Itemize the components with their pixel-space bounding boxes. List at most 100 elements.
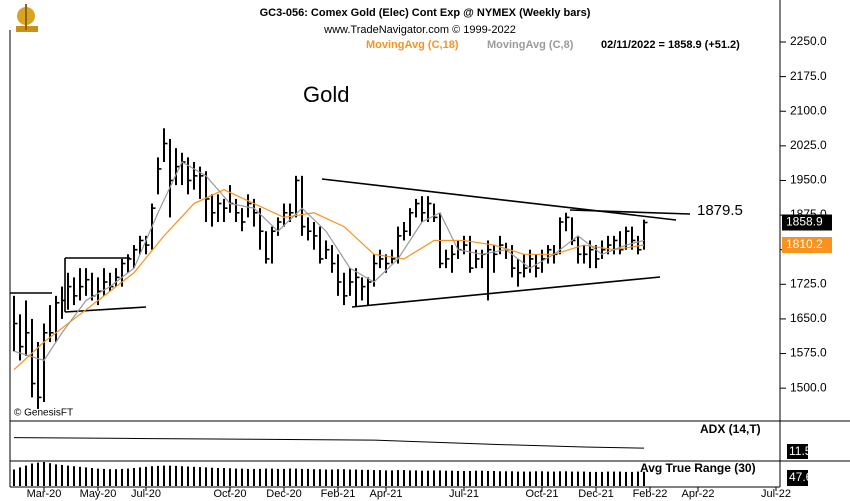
atr-bar <box>211 467 213 486</box>
x-tick-label: Feb-22 <box>633 488 668 500</box>
atr-bar <box>61 465 63 486</box>
credit: © GenesisFT <box>14 408 73 419</box>
adx-value: 11.56 <box>789 444 818 458</box>
atr-bar <box>619 471 621 486</box>
atr-bar <box>289 468 291 486</box>
atr-bar <box>115 469 117 486</box>
atr-bar <box>193 466 195 486</box>
atr-bar <box>217 468 219 486</box>
y-tick-label: 2175.0 <box>790 69 827 83</box>
y-tick-label: 2025.0 <box>790 138 827 152</box>
atr-bar <box>277 468 279 486</box>
y-tick-label: 1650.0 <box>790 311 827 325</box>
atr-bar <box>241 468 243 486</box>
atr-bar <box>97 468 99 486</box>
chart-title: GC3-056: Comex Gold (Elec) Cont Exp @ NY… <box>260 7 591 19</box>
x-tick-label: Oct-20 <box>213 488 246 500</box>
atr-bar <box>445 470 447 486</box>
atr-bar <box>205 467 207 486</box>
atr-bar <box>511 471 513 486</box>
adx-line <box>13 437 645 449</box>
status-readout: 02/11/2022 = 1858.9 (+51.2) <box>601 39 740 51</box>
ma-price-label: 1810.2 <box>786 237 823 251</box>
atr-bar <box>571 471 573 486</box>
atr-bar <box>463 471 465 486</box>
atr-bar <box>79 466 81 486</box>
legend-entry: MovingAvg (C,8) <box>487 39 574 51</box>
atr-bar <box>529 471 531 486</box>
atr-bar <box>91 468 93 486</box>
atr-bar <box>451 470 453 486</box>
atr-bar <box>583 471 585 486</box>
atr-bar <box>553 471 555 486</box>
atr-bar <box>541 471 543 486</box>
x-tick-label: May-20 <box>80 488 117 500</box>
atr-bar <box>253 468 255 486</box>
atr-bar <box>421 470 423 486</box>
x-tick-label: Jul-20 <box>131 488 161 500</box>
atr-bar <box>307 468 309 486</box>
atr-bar <box>565 471 567 486</box>
atr-bar <box>295 468 297 486</box>
atr-bar <box>475 470 477 486</box>
last-price-label: 1858.9 <box>786 215 823 229</box>
atr-bar <box>355 469 357 486</box>
atr-bar <box>103 468 105 486</box>
atr-bar <box>643 471 645 486</box>
x-tick-label: Oct-21 <box>525 488 558 500</box>
atr-bar <box>271 468 273 486</box>
atr-bar <box>247 468 249 486</box>
atr-bar <box>457 471 459 486</box>
atr-bar <box>517 471 519 486</box>
atr-value: 47.61 <box>789 470 819 484</box>
atr-bar <box>607 471 609 486</box>
y-tick-label: 1575.0 <box>790 346 827 360</box>
atr-bar <box>523 471 525 486</box>
y-tick-label: 2100.0 <box>790 103 827 117</box>
atr-bar <box>187 466 189 486</box>
atr-bar <box>403 470 405 486</box>
atr-bar <box>259 468 261 486</box>
x-tick-label: Jul-21 <box>449 488 479 500</box>
atr-bar <box>49 463 51 486</box>
y-tick-label: 1500.0 <box>790 380 827 394</box>
atr-bar <box>85 467 87 486</box>
atr-label: Avg True Range (30) <box>640 461 756 475</box>
atr-bar <box>235 468 237 486</box>
atr-bar <box>361 469 363 486</box>
y-tick-label: 1950.0 <box>790 173 827 187</box>
atr-bar <box>145 466 147 486</box>
atr-bar <box>229 468 231 486</box>
atr-bar <box>19 467 21 486</box>
atr-bar <box>73 466 75 486</box>
atr-bar <box>631 471 633 486</box>
atr-bar <box>283 468 285 486</box>
atr-bar <box>43 462 45 486</box>
ma-price-box <box>782 236 832 253</box>
atr-bar <box>391 470 393 486</box>
atr-bar <box>265 468 267 486</box>
last-price-box <box>782 214 832 231</box>
atr-bar <box>343 469 345 486</box>
atr-bar <box>373 470 375 486</box>
atr-value-box <box>787 470 808 486</box>
x-tick-label: Apr-22 <box>681 488 714 500</box>
atr-bar <box>487 471 489 486</box>
atr-bar <box>493 471 495 486</box>
atr-bar <box>367 469 369 486</box>
atr-bar <box>67 465 69 486</box>
level-label: 1879.5 <box>697 202 743 219</box>
atr-bar <box>121 468 123 486</box>
atr-bar <box>163 465 165 486</box>
atr-bar <box>577 471 579 486</box>
atr-bar <box>379 470 381 486</box>
atr-bar <box>595 471 597 486</box>
y-tick-label: 2250.0 <box>790 34 827 48</box>
atr-bar <box>25 465 27 486</box>
atr-bar <box>505 471 507 486</box>
atr-bar <box>547 471 549 486</box>
atr-bar <box>427 470 429 486</box>
atr-bar <box>535 471 537 486</box>
x-tick-label: Dec-21 <box>578 488 613 500</box>
logo <box>16 4 38 32</box>
